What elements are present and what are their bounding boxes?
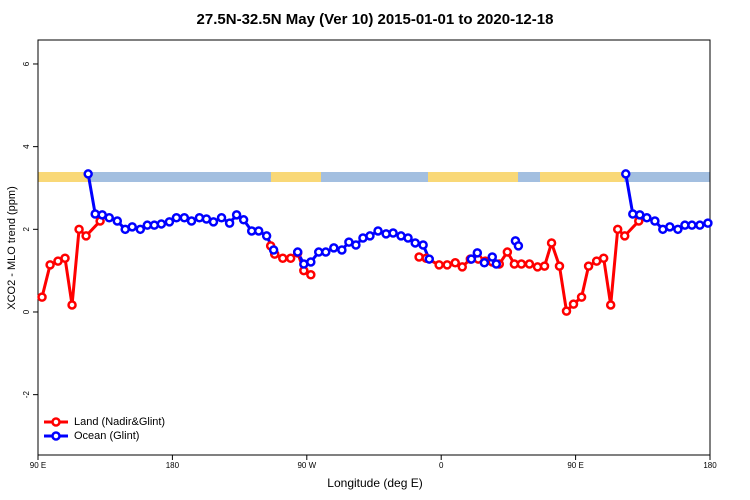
data-point bbox=[650, 216, 660, 226]
x-tick-label: 0 bbox=[439, 461, 444, 470]
data-point bbox=[164, 217, 175, 227]
data-point bbox=[687, 220, 697, 230]
data-point bbox=[329, 243, 339, 253]
data-point bbox=[450, 258, 460, 268]
data-point bbox=[156, 219, 167, 229]
data-point bbox=[502, 247, 513, 257]
data-point bbox=[516, 259, 527, 269]
legend-marker bbox=[51, 417, 61, 427]
data-point bbox=[403, 233, 413, 243]
data-point bbox=[365, 231, 375, 241]
y-tick-label: -2 bbox=[22, 391, 31, 399]
data-point bbox=[285, 253, 296, 263]
data-point bbox=[45, 260, 55, 270]
data-point bbox=[292, 247, 303, 257]
data-point bbox=[612, 224, 623, 235]
x-tick-label: 90 E bbox=[30, 461, 46, 470]
data-point bbox=[418, 240, 428, 250]
data-point bbox=[479, 258, 490, 268]
data-point bbox=[74, 224, 84, 235]
data-point bbox=[457, 262, 468, 272]
data-point bbox=[321, 247, 331, 257]
data-point bbox=[424, 254, 435, 264]
y-axis-label: XCO2 - MLO trend (ppm) bbox=[6, 186, 18, 309]
data-point bbox=[373, 226, 383, 236]
legend-label: Land (Nadir&Glint) bbox=[74, 416, 165, 428]
data-point bbox=[434, 260, 444, 270]
data-point bbox=[546, 238, 557, 248]
y-tick-label: 2 bbox=[22, 227, 31, 232]
data-point bbox=[561, 306, 572, 316]
data-point bbox=[513, 241, 524, 251]
data-point bbox=[619, 231, 630, 241]
data-point bbox=[621, 169, 631, 179]
data-point bbox=[524, 259, 535, 269]
data-point bbox=[442, 260, 452, 270]
data-point bbox=[487, 252, 498, 262]
x-tick-label: 90 E bbox=[567, 461, 583, 470]
data-point bbox=[695, 220, 705, 230]
data-point bbox=[472, 248, 483, 258]
data-point bbox=[179, 212, 190, 223]
x-tick-label: 90 W bbox=[297, 461, 316, 470]
data-point bbox=[186, 216, 197, 226]
data-point bbox=[83, 169, 93, 179]
legend-marker bbox=[51, 431, 61, 441]
data-point bbox=[278, 253, 288, 263]
data-point bbox=[539, 261, 550, 271]
data-point bbox=[576, 292, 587, 302]
data-point bbox=[388, 228, 398, 238]
x-axis-label: Longitude (deg E) bbox=[327, 476, 422, 490]
data-point bbox=[224, 218, 235, 228]
y-tick-label: 4 bbox=[22, 144, 31, 149]
data-point bbox=[127, 222, 137, 232]
data-point bbox=[337, 245, 347, 255]
data-point bbox=[171, 212, 182, 223]
data-point bbox=[410, 238, 420, 248]
y-tick-label: 6 bbox=[22, 61, 31, 66]
data-point bbox=[238, 215, 249, 225]
data-point bbox=[104, 212, 114, 223]
data-point bbox=[598, 253, 609, 263]
data-point bbox=[208, 217, 219, 227]
data-point bbox=[605, 300, 616, 310]
data-point bbox=[703, 218, 713, 228]
data-point bbox=[583, 261, 594, 271]
data-point bbox=[112, 216, 123, 226]
data-point bbox=[216, 212, 227, 223]
map-strip bbox=[38, 172, 710, 182]
legend-label: Ocean (Glint) bbox=[74, 430, 139, 442]
data-point bbox=[253, 226, 264, 236]
data-point bbox=[554, 261, 565, 271]
plot-frame bbox=[37, 39, 711, 456]
data-point bbox=[37, 292, 47, 302]
data-point bbox=[466, 254, 477, 264]
data-point bbox=[231, 210, 242, 220]
data-point bbox=[642, 212, 652, 223]
x-tick-label: 180 bbox=[703, 461, 717, 470]
data-point bbox=[568, 299, 579, 309]
data-point bbox=[261, 231, 272, 241]
data-point bbox=[306, 257, 316, 267]
x-tick-label: 180 bbox=[166, 461, 180, 470]
data-point bbox=[351, 240, 361, 250]
data-point bbox=[135, 224, 146, 235]
data-point bbox=[81, 231, 91, 241]
data-point bbox=[491, 259, 502, 269]
chart-title: 27.5N-32.5N May (Ver 10) 2015-01-01 to 2… bbox=[197, 11, 554, 28]
data-point bbox=[673, 224, 683, 235]
y-tick-label: 0 bbox=[22, 309, 31, 314]
data-point bbox=[268, 245, 279, 255]
data-point bbox=[60, 253, 70, 263]
data-point bbox=[306, 270, 316, 280]
data-point bbox=[665, 222, 675, 232]
data-point bbox=[67, 300, 77, 310]
